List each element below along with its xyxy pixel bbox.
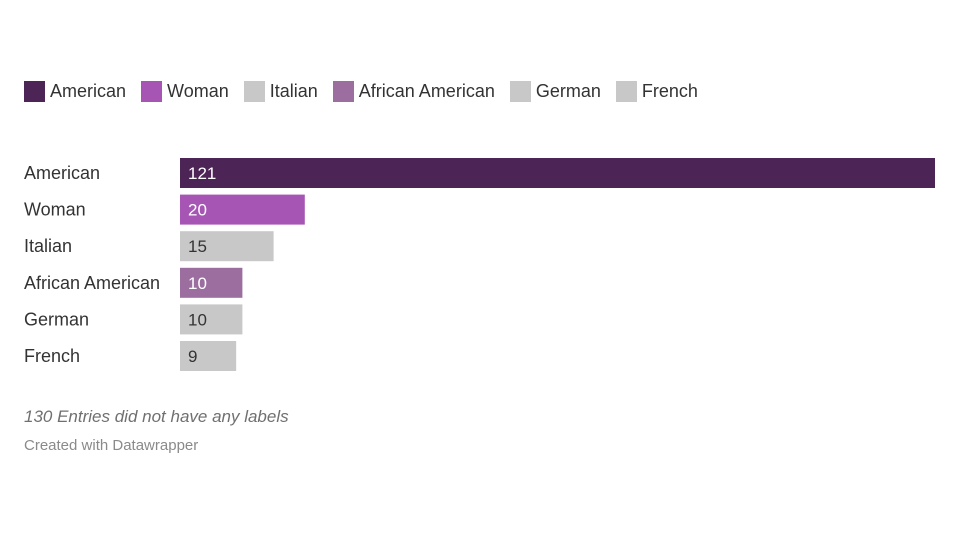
bar-value-label: 15 <box>188 237 207 256</box>
category-label: American <box>24 163 100 183</box>
legend-label: African American <box>358 80 495 101</box>
bar <box>180 231 274 262</box>
bar <box>180 194 305 225</box>
category-label: African American <box>24 273 160 293</box>
legend-swatch <box>615 80 637 102</box>
category-label: Italian <box>24 236 72 256</box>
bar <box>180 158 935 188</box>
legend-swatch <box>24 80 45 102</box>
legend-label: Woman <box>167 80 229 101</box>
bar-value-label: 9 <box>188 347 197 366</box>
legend-label: French <box>641 80 698 101</box>
chart-credit: Created with Datawrapper <box>24 437 199 454</box>
legend-swatch <box>509 80 531 102</box>
legend-item: French <box>615 80 698 102</box>
legend-item: American <box>24 80 127 102</box>
legend-item: German <box>509 80 601 102</box>
legend-label: German <box>535 80 601 101</box>
bar <box>180 341 237 371</box>
legend-label: Italian <box>269 80 318 101</box>
bar <box>180 304 243 335</box>
bar-value-label: 121 <box>188 164 216 183</box>
category-label: French <box>24 346 80 366</box>
legend-item: Italian <box>243 80 318 102</box>
chart-footnote: 130 Entries did not have any labels <box>24 407 289 426</box>
bar-value-label: 10 <box>188 274 207 293</box>
legend-swatch <box>141 80 163 102</box>
legend-swatch <box>332 80 354 102</box>
legend-item: African American <box>332 80 495 102</box>
legend-swatch <box>243 80 265 102</box>
bar <box>180 267 243 298</box>
category-label: Woman <box>24 200 86 220</box>
bar-value-label: 20 <box>188 201 207 220</box>
bar-value-label: 10 <box>188 310 207 329</box>
legend-item: Woman <box>141 80 229 102</box>
category-label: German <box>24 309 89 329</box>
chart-legend: American Woman Italian African American Germ… <box>24 79 713 103</box>
legend-label: American <box>50 80 127 101</box>
